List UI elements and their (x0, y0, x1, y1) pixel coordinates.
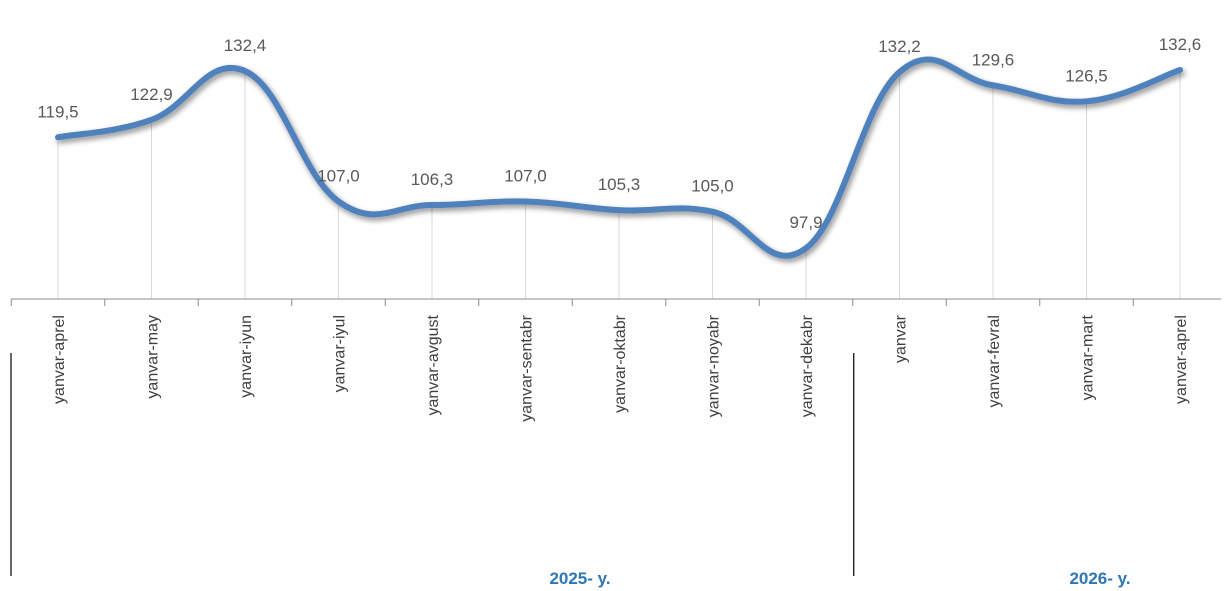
data-point-0 (56, 135, 60, 140)
data-point-5 (523, 199, 528, 204)
data-label-12: 132,6 (1159, 35, 1202, 54)
data-labels: 119,5 122,9 132,4 107,0 106,3 107,0 105,3 105,0… (37, 35, 1201, 232)
data-point-2 (243, 69, 247, 74)
x-tick-label-0: yanvar-aprel (51, 315, 68, 404)
data-label-1: 122,9 (130, 85, 173, 104)
data-point-1 (149, 117, 154, 122)
gridlines (57, 69, 1181, 299)
data-label-3: 107,0 (317, 166, 360, 185)
x-tick-label-10: yanvar-fevral (986, 315, 1003, 407)
x-tick-label-1: yanvar-may (145, 315, 162, 399)
data-label-7: 105,0 (691, 177, 734, 196)
x-tick-label-3: yanvar-iyul (332, 315, 349, 392)
data-label-9: 132,2 (878, 37, 921, 56)
group-label-1: 2026- y. (1069, 569, 1130, 588)
data-point-6 (617, 208, 621, 213)
category-tick-labels: yanvar-aprel yanvar-may yanvar-iyun yanvar-… (51, 314, 1190, 421)
data-label-8: 97,9 (789, 213, 822, 232)
data-label-6: 105,3 (598, 175, 641, 194)
x-tick-label-7: yanvar-noyabr (706, 314, 723, 417)
data-point-7 (710, 209, 715, 214)
data-label-11: 126,5 (1065, 66, 1108, 85)
data-label-0: 119,5 (37, 102, 78, 121)
data-point-9 (897, 70, 902, 75)
x-tick-label-9: yanvar (893, 314, 910, 363)
year-groups: 2025- y. 2026- y. (10, 353, 1131, 588)
group-label-0: 2025- y. (549, 569, 610, 588)
data-point-8 (804, 246, 808, 251)
x-tick-label-5: yanvar-sentabr (519, 314, 536, 421)
data-label-2: 132,4 (224, 36, 267, 55)
series-layer (55, 56, 1183, 259)
x-tick-label-11: yanvar-mart (1080, 314, 1097, 400)
x-tick-label-2: yanvar-iyun (238, 315, 255, 398)
data-point-3 (336, 199, 341, 204)
data-label-10: 129,6 (972, 50, 1015, 69)
data-point-10 (991, 83, 995, 88)
x-tick-label-4: yanvar-avgust (425, 314, 442, 415)
data-label-5: 107,0 (504, 166, 547, 185)
data-point-4 (430, 203, 434, 208)
data-point-12 (1178, 67, 1182, 72)
x-tick-label-8: yanvar-dekabr (799, 314, 816, 417)
x-tick-label-6: yanvar-oktabr (612, 314, 629, 412)
x-tick-label-12: yanvar-aprel (1173, 315, 1190, 404)
data-point-11 (1084, 99, 1089, 104)
data-label-4: 106,3 (411, 170, 454, 189)
x-axis (10, 298, 1221, 306)
